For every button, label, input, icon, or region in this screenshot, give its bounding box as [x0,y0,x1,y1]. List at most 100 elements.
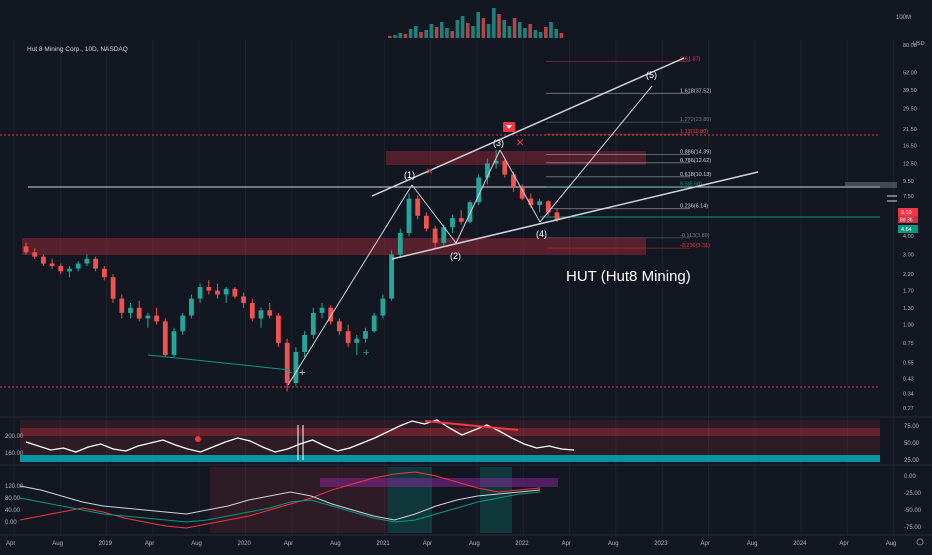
time-tick-label: Apr [284,541,293,547]
candle-body [206,287,212,291]
price-tick-label: 21.50 [903,127,917,133]
candle-body [84,258,90,264]
candle-body [145,315,151,319]
volume-bar [544,27,548,38]
rsi-oversold-band [20,455,880,462]
candle-body [58,266,64,272]
volume-bar [408,29,413,38]
volume-bar [419,32,423,38]
rsi-divergence-line [424,420,519,431]
wave-label: (2) [450,251,461,261]
osc-tick-right: -25.00 [904,491,922,497]
volume-tick: 200.00 [5,434,24,440]
candle-body [276,315,281,343]
price-tick-label: 7.50 [903,194,914,200]
price-tick-label: 9.50 [903,179,914,185]
volume-bar [533,30,538,38]
price-tick-label: 80.00 [903,43,917,49]
current-price-label: 5.19 [901,210,912,216]
candle-body [458,218,464,222]
osc-tick-left: 0.00 [5,520,17,526]
candle-body [180,315,186,332]
price-tick-label: 29.50 [903,107,917,113]
rsi-overbought-band [20,428,880,436]
osc-highlight-zone [210,467,388,533]
candle-body [554,212,560,220]
volume-histogram [388,8,564,38]
candle-body [450,218,455,228]
osc-line-white [19,485,541,521]
wave-2-line [411,184,457,244]
osc-tick-left: 80.00 [5,496,21,502]
cross-marker: × [516,134,524,150]
price-tick-label: 3.00 [903,252,914,258]
volume-bar [512,18,517,38]
candle-body [267,310,273,316]
candle-body [406,198,412,233]
volume-bar [388,36,392,38]
volume-bar [424,30,428,38]
symbol-title: Hut 8 Mining Corp., 10D, NASDAQ [27,46,128,53]
time-tick-label: Aug [747,541,758,547]
time-tick-label: Aug [52,541,63,547]
wave-4-line [499,149,541,223]
candle-body [119,298,125,313]
plus-marker: + [286,367,292,379]
candle-body [215,290,220,295]
fib-level-label: 0.886(14.39) [680,149,711,155]
time-tick-label: Apr [145,541,154,547]
candle-body [93,258,98,269]
volume-bar [559,33,564,38]
candle-body [528,198,534,206]
candle-body [467,202,473,222]
volume-bar [429,24,434,38]
volume-bar [523,28,527,38]
osc-tick-right: 0.00 [904,474,916,480]
candle-body [197,287,203,299]
volume-bar [497,14,501,38]
candle-body [424,215,429,229]
time-tick-label: Apr [701,541,710,547]
price-tick-label: 2.20 [903,272,914,278]
candle-body [154,315,159,322]
rsi-background-band [20,420,880,460]
candle-body [354,338,360,343]
settings-gear-icon[interactable] [916,538,924,546]
wave-label: (3) [493,138,504,148]
candle-body [485,163,490,178]
candle-body [441,227,447,243]
time-axis[interactable]: Apr Aug 2019 Apr Aug 2020 Apr Aug 2021 Apr Aug 2022… [6,541,896,547]
channel-lower-line [391,171,759,260]
volume-bar [492,8,496,38]
volume-bar [538,32,543,38]
candle-body [102,268,107,278]
osc-highlight-zone [388,467,432,533]
price-tick-label: 0.27 [903,406,914,412]
volume-tick: 160.00 [5,451,24,457]
candle-body [284,342,290,383]
candle-body [223,288,229,295]
wave-1-line [287,184,413,386]
fib-level-label: 1.618(37.52) [680,88,711,94]
volume-bar [414,26,418,38]
volume-bar [445,28,449,38]
volume-bar [502,20,506,38]
time-tick-label: Apr [423,541,432,547]
secondary-price-badge [898,225,918,233]
osc-line-green [19,491,541,523]
candle-body [328,307,334,322]
candle-body [389,254,394,299]
plus-marker: + [363,347,369,359]
fib-level-label: 0.236(6.14) [680,204,708,210]
fib-level-label: 2(61.87) [680,56,701,62]
time-tick-label: 2024 [793,541,807,547]
volume-bar [486,24,491,38]
candle-body [293,352,299,383]
fibonacci-extension: 2(61.87) 1.618(37.52) 1.272(23.85) 1.13(19.… [546,56,711,249]
osc-tick-right: -75.00 [904,525,922,531]
volume-bar [455,20,460,38]
wave-label: (1) [404,170,415,180]
wave-label: (5) [646,70,657,80]
